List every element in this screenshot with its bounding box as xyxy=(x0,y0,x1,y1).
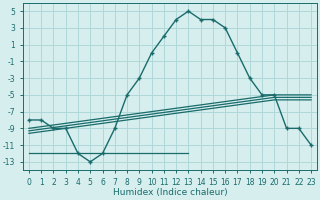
X-axis label: Humidex (Indice chaleur): Humidex (Indice chaleur) xyxy=(113,188,227,197)
